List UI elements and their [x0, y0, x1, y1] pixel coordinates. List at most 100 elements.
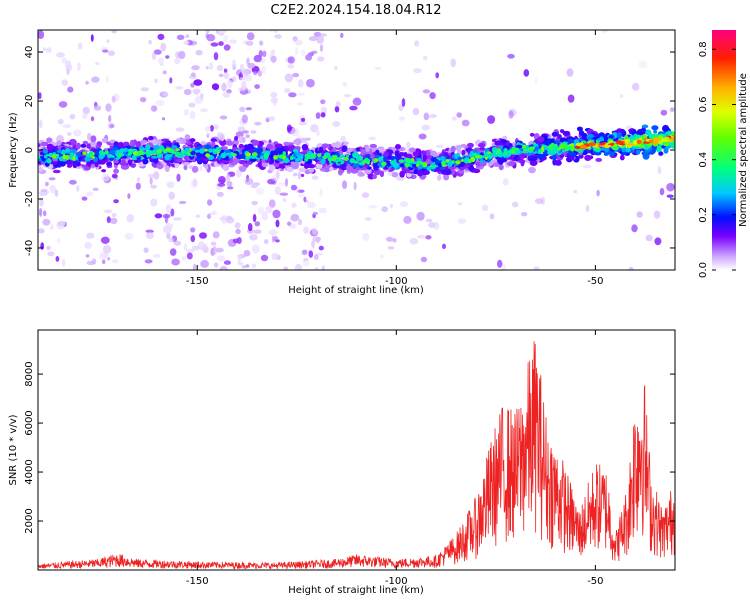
- noise-blob: [186, 248, 195, 254]
- noise-blob: [334, 66, 338, 70]
- noise-blob: [144, 259, 153, 264]
- noise-blob: [435, 72, 440, 79]
- snr-x-label: Height of straight line (km): [288, 585, 424, 596]
- noise-blob: [257, 206, 265, 215]
- noise-blob: [318, 245, 324, 251]
- ridge-blob: [564, 147, 570, 152]
- noise-blob: [452, 116, 457, 121]
- noise-blob: [274, 34, 282, 39]
- noise-blob: [199, 232, 207, 239]
- noise-blob: [254, 221, 261, 227]
- ridge-blob: [48, 152, 53, 158]
- noise-blob: [252, 244, 260, 254]
- ridge-blob: [113, 168, 119, 174]
- ridge-blob: [335, 158, 339, 164]
- noise-blob: [508, 110, 514, 119]
- noise-blob: [217, 30, 227, 35]
- spectrogram-x-label: Height of straight line (km): [288, 285, 424, 296]
- ridge-blob: [222, 146, 228, 150]
- noise-blob: [319, 188, 323, 197]
- ridge-blob: [91, 155, 95, 159]
- noise-blob: [298, 120, 307, 126]
- noise-blob: [216, 191, 224, 197]
- ridge-blob: [404, 162, 410, 168]
- noise-blob: [335, 101, 341, 108]
- noise-blob: [361, 192, 370, 198]
- noise-blob: [297, 171, 301, 180]
- noise-blob: [292, 172, 298, 177]
- ridge-blob: [188, 165, 193, 169]
- noise-blob: [275, 239, 280, 243]
- ridge-blob: [296, 152, 302, 158]
- noise-blob: [508, 108, 517, 117]
- noise-blob: [91, 76, 100, 83]
- noise-blob: [91, 258, 97, 265]
- noise-blob: [197, 241, 205, 251]
- noise-blob: [259, 40, 264, 46]
- ridge-blob: [496, 148, 502, 152]
- noise-blob: [38, 30, 45, 39]
- noise-blob: [211, 210, 218, 216]
- noise-blob: [135, 182, 141, 190]
- noise-blob: [349, 105, 358, 111]
- noise-blob: [631, 224, 638, 233]
- ridge-blob: [219, 134, 225, 142]
- ridge-blob: [85, 153, 92, 157]
- ridge-blob: [251, 152, 258, 157]
- noise-blob: [157, 57, 164, 64]
- ridge-blob: [208, 148, 213, 153]
- ridge-blob: [653, 141, 658, 145]
- noise-blob: [285, 57, 293, 63]
- noise-blob: [193, 263, 197, 270]
- y-tick-label: 4000: [24, 459, 35, 484]
- noise-blob: [191, 65, 200, 71]
- noise-blob: [406, 141, 411, 149]
- noise-blob: [111, 95, 116, 103]
- ridge-blob: [652, 133, 660, 139]
- ridge-blob: [286, 166, 294, 173]
- noise-blob: [567, 94, 575, 103]
- noise-blob: [321, 265, 325, 270]
- ridge-blob: [672, 135, 675, 141]
- ridge-blob: [519, 152, 526, 159]
- noise-blob: [252, 213, 257, 223]
- y-tick-label: -20: [24, 191, 35, 207]
- ridge-blob: [501, 139, 507, 144]
- noise-blob: [414, 40, 420, 47]
- ridge-blob: [568, 145, 572, 151]
- noise-blob: [654, 237, 662, 246]
- ridge-blob: [567, 151, 575, 156]
- noise-blob: [207, 213, 211, 220]
- ridge-blob: [234, 136, 239, 141]
- noise-blob: [573, 189, 578, 194]
- ridge-blob: [238, 159, 247, 165]
- noise-blob: [306, 78, 315, 88]
- ridge-blob: [339, 154, 344, 158]
- ridge-blob: [361, 160, 365, 165]
- noise-blob: [669, 107, 675, 112]
- noise-blob: [207, 199, 213, 206]
- noise-blob: [316, 56, 325, 62]
- spectrogram-panel: -150 -100 -50 -40 -20 0 20 40 Height of straig…: [8, 29, 676, 296]
- noise-blob: [240, 63, 244, 71]
- noise-blob: [244, 178, 254, 185]
- noise-blob: [596, 189, 600, 197]
- ridge-blob: [364, 168, 372, 174]
- ridge-blob: [271, 150, 279, 156]
- peak-blob: [609, 142, 615, 146]
- x-tick-label: -100: [385, 276, 408, 287]
- ridge-blob: [80, 143, 87, 148]
- ridge-blob: [251, 139, 260, 146]
- ridge-blob: [588, 155, 594, 160]
- noise-blob: [241, 265, 246, 269]
- ridge-blob: [217, 155, 222, 160]
- noise-blob: [301, 249, 308, 256]
- noise-blob: [211, 83, 220, 91]
- ridge-blob: [541, 146, 545, 151]
- noise-blob: [48, 177, 56, 181]
- noise-blob: [619, 94, 624, 98]
- noise-blob: [279, 192, 289, 196]
- ridge-blob: [127, 148, 133, 153]
- noise-blob: [47, 251, 55, 257]
- ridge-blob: [352, 151, 359, 159]
